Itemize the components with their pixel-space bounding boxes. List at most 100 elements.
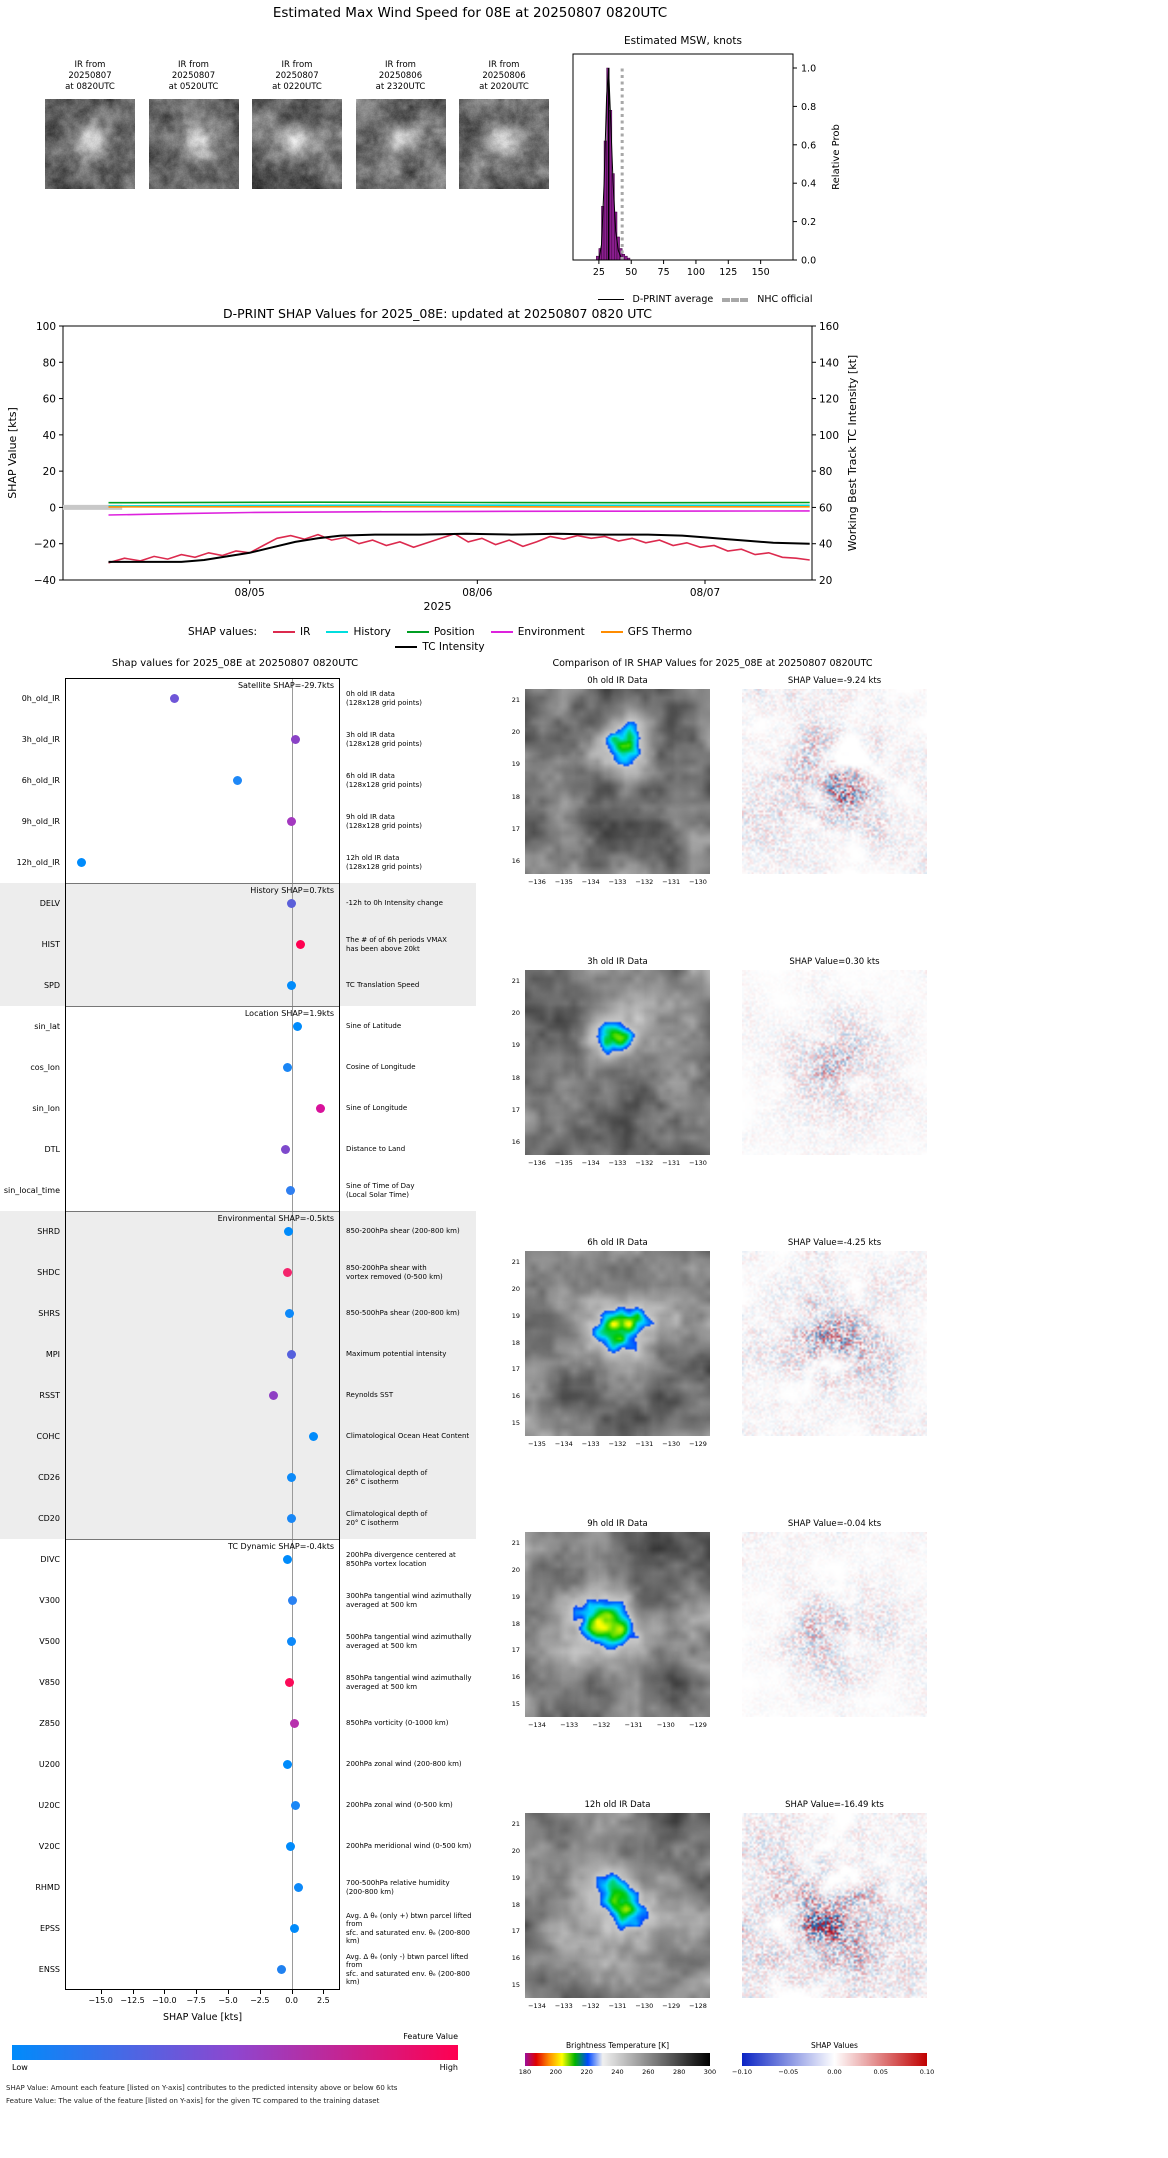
x-tick-label: −5.0 [218,1996,238,2005]
feature-name: DELV [39,899,60,908]
feature-name: 0h_old_IR [21,694,60,703]
ir-thumbnail: IR from 20250807 at 0520UTC [148,60,239,189]
lon-tick-label: −131 [608,2002,627,2010]
feature-name: V500 [39,1637,60,1646]
msw-histogram-chart: Estimated MSW, knots 25 50 75 100 125 150 0.0 0.… [572,35,842,278]
nhc-official-label: NHC official [757,294,813,305]
legend-item: History [326,626,391,638]
x-tick-mark [259,1990,261,1994]
lat-tick-label: 19 [511,760,520,769]
series-tc-intensity [108,532,810,563]
left-tick-label: −20 [34,539,56,551]
comparison-title: Comparison of IR SHAP Values for 2025_08… [552,658,873,669]
histogram-title: Estimated MSW, knots [624,35,742,47]
feature-name: EPSS [39,1924,60,1933]
y-tick-label: 0.2 [801,217,816,228]
lon-tick-label: −130 [635,2002,654,2010]
feature-description: Sine of Longitude [346,1104,408,1113]
lat-tick-label: 17 [511,1646,520,1655]
lon-tick-label: −136 [528,878,546,886]
feature-shap-dot [77,858,87,867]
shap-image-title: SHAP Value=-0.04 kts [787,1519,882,1529]
x-axis-year-label: 2025 [424,600,452,613]
lat-tick-label: 18 [511,1073,520,1082]
lat-tick-label: 16 [511,1138,520,1146]
shap-cbar-tick-label: −0.05 [778,2068,799,2076]
feature-name: SHDC [37,1268,60,1277]
feature-description: 850hPa vorticity (0-1000 km) [346,1719,449,1728]
lat-tick-label: 15 [511,1419,520,1427]
feature-name: 3h_old_IR [21,735,60,744]
legend-label: History [353,626,391,638]
feature-name: V300 [39,1596,60,1605]
x-tick-label: 0.0 [285,1996,298,2005]
lon-tick-label: −131 [662,878,681,886]
feature-description: 850-500hPa shear (200-800 km) [346,1309,460,1318]
feature-name: COHC [36,1432,60,1441]
feature-description: 3h old IR data (128x128 grid points) [346,731,422,748]
lon-tick-label: −130 [656,1721,675,1729]
shap-values-image [742,1813,927,1998]
series-ir [108,532,810,564]
bt-tick-label: 180 [518,2068,532,2076]
feature-description: 9h old IR data (128x128 grid points) [346,813,422,830]
right-tick-label: 80 [819,466,832,478]
lon-tick-label: −131 [624,1721,643,1729]
lon-tick-label: −134 [528,2002,546,2010]
feature-description: The # of of 6h periods VMAX has been abo… [346,936,447,953]
lon-tick-label: −130 [662,1440,681,1448]
page-title: Estimated Max Wind Speed for 08E at 2025… [272,5,668,21]
left-tick-label: 60 [43,394,56,406]
feature-description: Cosine of Longitude [346,1063,416,1072]
x-axis-label: SHAP Value [kts] [162,2012,243,2023]
feature-shap-dot [292,1022,302,1031]
feature-description: TC Translation Speed [346,981,420,990]
feature-name: RSST [39,1391,60,1400]
feature-shap-dot [286,817,296,826]
feature-shap-dot [290,735,300,744]
feature-description: -12h to 0h Intensity change [346,899,443,908]
ir-thumbnail-label: IR from 20250806 at 2320UTC [375,60,426,92]
feature-description: Climatological depth of 20° C isotherm [346,1510,428,1527]
left-tick-label: 0 [49,502,56,514]
series-history [108,504,810,507]
feature-description: 200hPa divergence centered at 850hPa vor… [346,1551,456,1568]
x-tick-mark [323,1990,325,1994]
y-tick-label: 1.0 [801,64,816,75]
lat-tick-label: 15 [511,1700,520,1708]
histogram-frame [572,53,794,261]
x-tick-label: −12.5 [120,1996,145,2005]
lon-tick-label: −133 [560,1721,579,1729]
lon-tick-label: −135 [528,1440,546,1448]
feature-shap-dot [287,1637,297,1646]
legend-label: Position [433,626,475,638]
group-divider [65,1539,340,1540]
feature-shap-dot [233,776,242,785]
lat-tick-label: 16 [511,1954,520,1963]
feature-shap-dot [283,1063,293,1072]
ir-image-title: 0h old IR Data [587,676,648,686]
feature-shap-dot [308,1432,318,1441]
lon-tick-label: −132 [608,1440,627,1448]
lon-tick-label: −132 [635,878,654,886]
feature-shap-dot [288,1596,298,1605]
feature-name: U20C [38,1801,60,1810]
feature-name: MPI [45,1350,60,1359]
feature-description: 6h old IR data (128x128 grid points) [346,772,422,789]
lon-tick-label: −134 [528,1721,546,1729]
lon-tick-label: −135 [554,878,573,886]
ir-satellite-image [525,689,710,874]
legend-item: Position [406,626,475,638]
feature-shap-dot [283,1760,293,1769]
dprint-average-label: D-PRINT average [632,294,714,305]
ir-thumbnail-label: IR from 20250807 at 0220UTC [272,60,322,92]
lon-tick-label: −130 [689,878,707,886]
feature-name: CD20 [38,1514,60,1523]
bt-colorbar [525,2053,710,2066]
comparison-rows: 0h old IR Data SHAP Value=-9.24 kts 21 20 19… [480,656,955,2036]
left-tick-label: 100 [36,321,56,333]
lat-tick-label: 21 [511,696,520,704]
feature-shap-dot [283,1227,293,1236]
feature-description: Avg. Δ θₑ (only -) btwn parcel lifted fr… [346,1952,471,1987]
